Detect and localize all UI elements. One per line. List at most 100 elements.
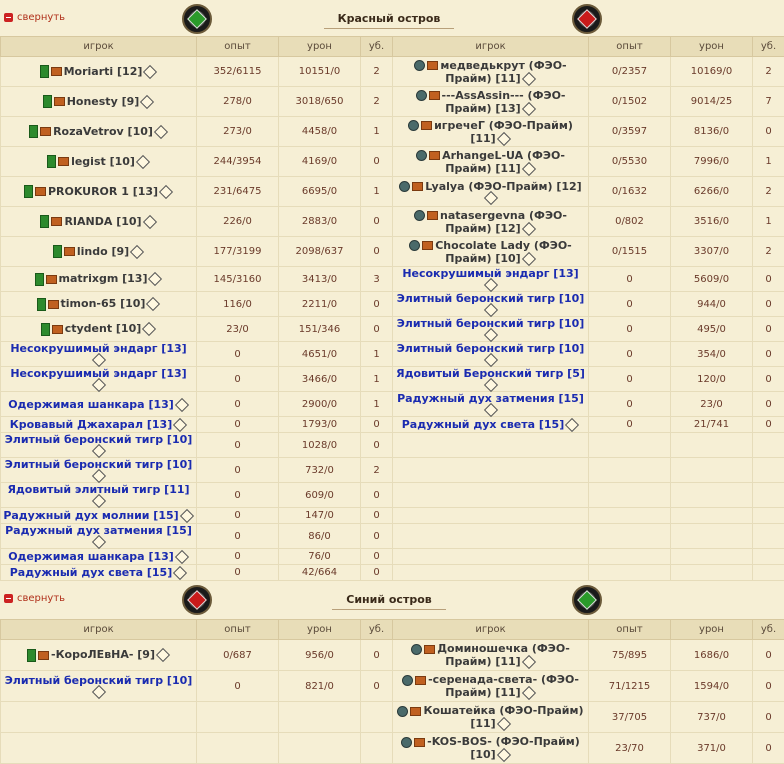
right-player-cell	[393, 433, 589, 458]
player-name-link[interactable]: Одержимая шанкара [13]	[8, 398, 174, 411]
info-icon[interactable]	[497, 717, 511, 731]
left-player-cell: -КороЛЕвНА- [9]	[1, 640, 197, 671]
left-kills-cell: 1	[361, 392, 393, 417]
info-icon[interactable]	[154, 125, 168, 139]
left-kills-cell: 0	[361, 549, 393, 565]
info-icon[interactable]	[92, 685, 106, 699]
info-icon[interactable]	[142, 215, 156, 229]
info-icon[interactable]	[148, 272, 162, 286]
right-player-cell: Lyalya (ФЭО-Прайм) [12]	[393, 177, 589, 207]
info-icon[interactable]	[146, 297, 160, 311]
left-kills-cell	[361, 733, 393, 764]
player-name-link[interactable]: matrixgm [13]	[59, 272, 148, 285]
info-icon[interactable]	[565, 418, 579, 432]
player-name-link[interactable]: Радужный дух света [15]	[402, 418, 564, 431]
info-icon[interactable]	[140, 95, 154, 109]
info-icon[interactable]	[484, 353, 498, 367]
info-icon[interactable]	[175, 397, 189, 411]
info-icon[interactable]	[159, 185, 173, 199]
left-exp-cell: 177/3199	[197, 237, 279, 267]
info-icon[interactable]	[484, 328, 498, 342]
info-icon[interactable]	[92, 535, 106, 549]
right-kills-cell: 0	[753, 702, 784, 733]
player-name-link[interactable]: timon-65 [10]	[61, 297, 146, 310]
clan-gem-icon	[408, 120, 419, 131]
info-icon[interactable]	[522, 71, 536, 85]
player-name-link[interactable]: Moriarti [12]	[64, 65, 143, 78]
info-icon[interactable]	[484, 403, 498, 417]
info-icon[interactable]	[175, 550, 189, 564]
info-icon[interactable]	[142, 322, 156, 336]
info-icon[interactable]	[173, 566, 187, 580]
info-icon[interactable]	[522, 101, 536, 115]
info-icon[interactable]	[522, 655, 536, 669]
info-icon[interactable]	[92, 444, 106, 458]
right-player-cell: Доминошечка (ФЭО-Прайм) [11]	[393, 640, 589, 671]
rank-icon	[58, 157, 69, 166]
player-name-link[interactable]: -КороЛЕвНА- [9]	[51, 648, 155, 661]
right-player-cell: ArhangeL-UA (ФЭО-Прайм) [11]	[393, 147, 589, 177]
left-exp-cell: 0	[197, 565, 279, 581]
info-icon[interactable]	[92, 378, 106, 392]
player-name-link[interactable]: PROKUROR 1 [13]	[48, 185, 158, 198]
blue-collapse-link[interactable]: свернуть	[4, 593, 65, 604]
info-icon[interactable]	[484, 190, 498, 204]
info-icon[interactable]	[180, 509, 194, 523]
player-name-link[interactable]: -серенада-света- (ФЭО-Прайм) [11]	[428, 673, 579, 699]
info-icon[interactable]	[143, 65, 157, 79]
info-icon[interactable]	[484, 378, 498, 392]
player-name-link[interactable]: Honesty [9]	[67, 95, 140, 108]
player-name-link[interactable]: Chocolate Lady (ФЭО-Прайм) [10]	[435, 239, 572, 265]
player-name-link[interactable]: Радужный дух молнии [15]	[3, 509, 178, 522]
rank-icon	[424, 645, 435, 654]
player-name-link[interactable]: ---AssAssin--- (ФЭО-Прайм) [13]	[442, 89, 566, 115]
info-icon[interactable]	[522, 161, 536, 175]
info-icon[interactable]	[484, 303, 498, 317]
info-icon[interactable]	[92, 494, 106, 508]
player-name-link[interactable]: lindo [9]	[77, 245, 129, 258]
player-name-link[interactable]: ctydent [10]	[65, 322, 142, 335]
info-icon[interactable]	[136, 155, 150, 169]
info-icon[interactable]	[156, 648, 170, 662]
right-exp-cell	[589, 524, 671, 549]
info-icon[interactable]	[522, 251, 536, 265]
right-kills-cell: 2	[753, 237, 784, 267]
left-kills-cell: 0	[361, 524, 393, 549]
left-player-cell: Элитный беронский тигр [10]	[1, 458, 197, 483]
right-dmg-cell: 120/0	[671, 367, 753, 392]
player-name-link[interactable]: медведькрут (ФЭО-Прайм) [11]	[440, 59, 566, 85]
info-icon[interactable]	[173, 418, 187, 432]
left-kills-cell: 0	[361, 147, 393, 177]
info-icon[interactable]	[92, 469, 106, 483]
info-icon[interactable]	[522, 221, 536, 235]
left-player-cell: Радужный дух света [15]	[1, 565, 197, 581]
player-name-link[interactable]: Lyalya (ФЭО-Прайм) [12]	[425, 180, 581, 193]
info-icon[interactable]	[92, 353, 106, 367]
player-name-link[interactable]: Кровавый Джахарал [13]	[10, 418, 172, 431]
player-name-link[interactable]: legist [10]	[71, 155, 135, 168]
info-icon[interactable]	[497, 131, 511, 145]
right-dmg-cell: 8136/0	[671, 117, 753, 147]
player-name-link[interactable]: RIANDA [10]	[64, 215, 141, 228]
info-icon[interactable]	[130, 245, 144, 259]
right-kills-cell: 0	[753, 640, 784, 671]
rank-icon	[414, 738, 425, 747]
info-icon[interactable]	[522, 686, 536, 700]
info-icon[interactable]	[484, 278, 498, 292]
player-name-link[interactable]: Доминошечка (ФЭО-Прайм) [11]	[437, 642, 570, 668]
right-dmg-cell: 495/0	[671, 317, 753, 342]
red-collapse-link[interactable]: свернуть	[4, 12, 65, 23]
right-exp-cell: 71/1215	[589, 671, 671, 702]
left-kills-cell: 0	[361, 671, 393, 702]
player-name-link[interactable]: Одержимая шанкара [13]	[8, 550, 174, 563]
left-exp-cell	[197, 702, 279, 733]
player-name-link[interactable]: RozaVetrov [10]	[53, 125, 153, 138]
info-icon[interactable]	[497, 748, 511, 762]
clan-flag-icon	[35, 273, 44, 286]
player-name-link[interactable]: Радужный дух света [15]	[10, 566, 172, 579]
player-name-link[interactable]: ArhangeL-UA (ФЭО-Прайм) [11]	[442, 149, 565, 175]
player-name-link[interactable]: natasergevna (ФЭО-Прайм) [12]	[440, 209, 567, 235]
left-player-cell: Несокрушимый эндарг [13]	[1, 342, 197, 367]
col-dmg: урон	[671, 37, 753, 57]
